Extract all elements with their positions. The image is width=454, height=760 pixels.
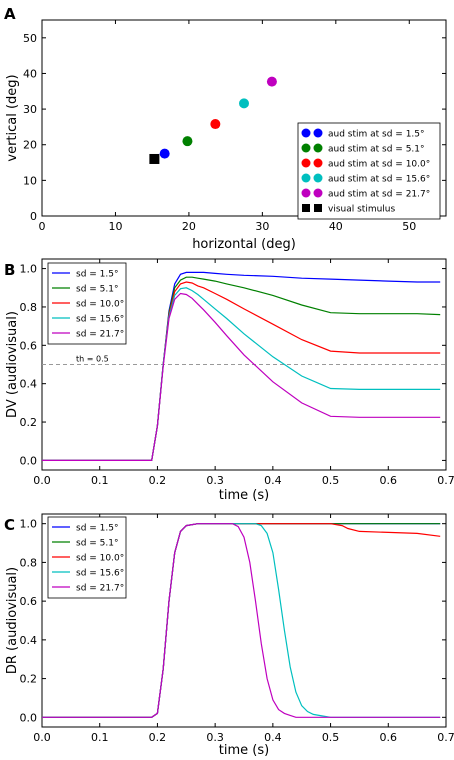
y-tick-label: 0.0 [20,454,38,467]
legend-label: visual stimulus [328,205,395,215]
panel-label: C [4,516,15,534]
x-tick-label: 0.2 [149,731,167,744]
legend-marker [301,158,311,168]
aud-stim-point [159,148,170,159]
legend-marker [313,173,323,183]
legend-marker [301,173,311,183]
legend-marker [302,204,310,212]
x-tick-label: 0.4 [264,731,282,744]
legend-label: aud stim at sd = 1.5° [328,130,425,140]
series-line [42,523,441,718]
y-axis-label: vertical (deg) [5,74,20,161]
threshold-label: th = 0.5 [76,355,109,364]
legend-label: sd = 5.1° [76,539,118,549]
legend-label: sd = 1.5° [76,270,118,280]
legend-marker [301,188,311,198]
y-tick-label: 40 [23,67,37,80]
legend-marker [313,188,323,198]
legend-label: aud stim at sd = 5.1° [328,145,425,155]
y-tick-label: 0.2 [20,416,38,429]
x-tick-label: 0.3 [206,474,224,487]
legend-label: aud stim at sd = 15.6° [328,175,430,185]
legend-marker [301,143,311,153]
y-tick-label: 0.4 [20,634,38,647]
legend-label: sd = 15.6° [76,315,124,325]
x-tick-label: 20 [182,220,196,233]
x-tick-label: 0.0 [33,474,51,487]
legend-label: aud stim at sd = 21.7° [328,190,430,200]
x-axis-label: time (s) [219,743,269,758]
x-tick-label: 0.6 [380,731,398,744]
y-tick-label: 30 [23,103,37,116]
legend-marker [314,204,322,212]
legend-label: sd = 10.0° [76,300,124,310]
legend-label: aud stim at sd = 10.0° [328,160,430,170]
x-tick-label: 0.0 [33,731,51,744]
panel-label: A [4,5,16,23]
visual-stimulus-point [149,153,160,164]
x-tick-label: 0.7 [437,474,454,487]
y-tick-label: 0.0 [20,711,38,724]
y-tick-label: 0.6 [20,595,38,608]
legend-marker [313,128,323,138]
y-tick-label: 1.0 [20,518,38,531]
legend-label: sd = 10.0° [76,554,124,564]
x-tick-label: 0.3 [206,731,224,744]
x-tick-label: 0.4 [264,474,282,487]
legend-marker [313,158,323,168]
legend-box [297,122,441,220]
aud-stim-point [210,119,221,130]
x-tick-label: 0.7 [437,731,454,744]
x-tick-label: 30 [255,220,269,233]
x-tick-label: 0.1 [91,731,109,744]
legend-label: sd = 15.6° [76,569,124,579]
y-tick-label: 0.6 [20,339,38,352]
legend-label: sd = 21.7° [76,584,124,594]
x-tick-label: 50 [402,220,416,233]
series-line [42,292,441,461]
y-tick-label: 20 [23,139,37,152]
y-axis-label: DR (audiovisual) [5,567,20,674]
x-tick-label: 0.6 [380,474,398,487]
aud-stim-point [239,98,249,109]
x-axis-label: horizontal (deg) [192,237,296,252]
y-tick-label: 1.0 [20,263,38,276]
y-tick-label: 0.8 [20,556,38,569]
legend-label: sd = 1.5° [76,524,118,534]
legend-label: sd = 5.1° [76,285,118,295]
y-tick-label: 50 [23,32,37,45]
y-tick-label: 0.4 [20,378,38,391]
x-tick-label: 40 [329,220,343,233]
panel-label: B [4,261,15,279]
plot-frame [41,513,447,728]
x-tick-label: 0.5 [322,474,340,487]
legend-marker [301,128,311,138]
y-tick-label: 0.2 [20,673,38,686]
x-axis-label: time (s) [219,488,269,503]
x-tick-label: 0.5 [322,731,340,744]
y-axis-label: DV (audiovisual) [5,311,20,418]
y-tick-label: 0.8 [20,301,38,314]
y-tick-label: 0 [30,210,37,223]
aud-stim-point [182,136,193,147]
x-tick-label: 0.2 [149,474,167,487]
y-tick-label: 10 [23,174,37,187]
x-tick-label: 0 [39,220,46,233]
plot-frame [41,19,447,217]
legend-label: sd = 21.7° [76,330,124,340]
aud-stim-point [266,76,277,87]
x-tick-label: 10 [108,220,122,233]
x-tick-label: 0.1 [91,474,109,487]
legend-marker [313,143,323,153]
